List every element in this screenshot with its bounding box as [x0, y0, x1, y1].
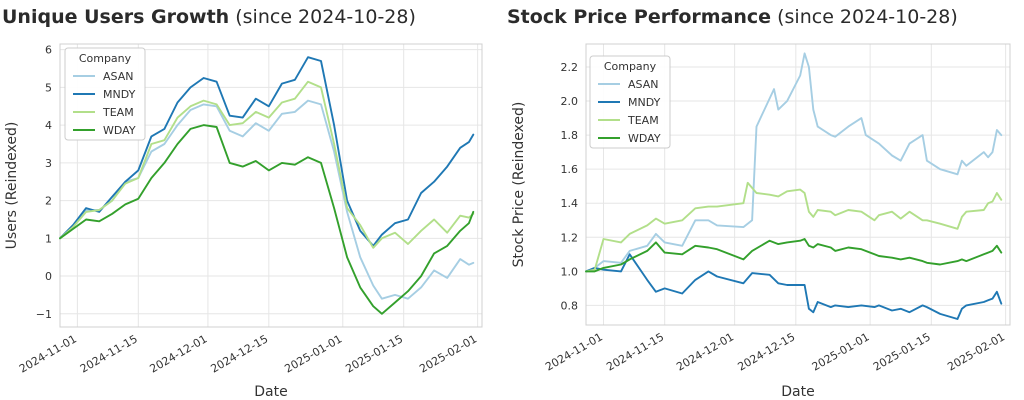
x-tick-label: 2025-01-15	[343, 332, 405, 375]
users-growth-panel: Unique Users Growth (since 2024-10-28) −…	[0, 0, 500, 400]
y-tick-label: 4	[45, 119, 52, 132]
legend-label-asan: ASAN	[628, 78, 658, 91]
y-tick-label: 2.2	[561, 61, 579, 74]
legend-box	[589, 55, 671, 149]
y-tick-label: 2.0	[561, 95, 579, 108]
legend-title: Company	[79, 52, 132, 65]
legend-label-wday: WDAY	[628, 132, 661, 145]
x-tick-label: 2024-11-01	[17, 332, 79, 375]
x-axis-label: Date	[781, 384, 814, 400]
chart-title: Stock Price Performance (since 2024-10-2…	[507, 6, 958, 28]
stock-price-panel: Stock Price Performance (since 2024-10-2…	[505, 0, 1024, 400]
series-line-wday	[585, 238, 1003, 273]
x-tick-label: 2024-12-01	[148, 332, 210, 375]
x-tick-label: 2024-11-01	[543, 330, 605, 373]
y-tick-label: 0	[45, 270, 52, 283]
y-tick-label: −1	[36, 308, 52, 321]
chart-title: Unique Users Growth (since 2024-10-28)	[2, 6, 416, 28]
x-tick-label: 2025-02-01	[417, 332, 479, 375]
legend-label-mndy: MNDY	[628, 96, 661, 109]
y-tick-label: 1.0	[561, 265, 579, 278]
y-tick-label: 1.2	[561, 231, 579, 244]
x-tick-label: 2024-11-15	[604, 330, 666, 373]
y-tick-label: 1	[45, 232, 52, 245]
y-tick-label: 3	[45, 157, 52, 170]
plot-frame	[585, 43, 1011, 326]
y-tick-label: 1.4	[561, 197, 579, 210]
chart-title-sub: (since 2024-10-28)	[235, 6, 416, 28]
y-tick-label: 6	[45, 44, 52, 57]
y-axis-label: Users (Reindexed)	[4, 122, 20, 250]
x-tick-label: 2024-12-15	[208, 332, 270, 375]
y-tick-label: 1.8	[561, 129, 579, 142]
legend-label-asan: ASAN	[103, 70, 133, 83]
series-line-team	[59, 80, 475, 249]
legend-label-team: TEAM	[627, 114, 659, 127]
series-line-team	[585, 181, 1003, 273]
chart-title-sub: (since 2024-10-28)	[777, 6, 958, 28]
legend-box	[64, 47, 146, 141]
chart-title-main: Stock Price Performance	[507, 6, 772, 28]
legend-label-mndy: MNDY	[103, 88, 136, 101]
legend: Company ASAN MNDY TEAM WDAY	[64, 47, 146, 141]
series-lines	[585, 52, 1003, 320]
x-axis-label: Date	[254, 384, 287, 400]
legend: Company ASAN MNDY TEAM WDAY	[589, 55, 671, 149]
x-tick-label: 2025-01-01	[282, 332, 344, 375]
series-lines	[59, 56, 475, 315]
x-tick-label: 2025-01-01	[810, 330, 872, 373]
legend-label-wday: WDAY	[103, 124, 136, 137]
legend-title: Company	[604, 60, 657, 73]
x-tick-label: 2024-12-15	[735, 330, 797, 373]
series-line-wday	[59, 124, 475, 315]
y-axis-label: Stock Price (Reindexed)	[511, 102, 527, 268]
x-tick-label: 2025-02-01	[945, 330, 1007, 373]
series-line-mndy	[585, 253, 1003, 320]
y-tick-label: 5	[45, 81, 52, 94]
y-tick-label: 0.8	[561, 299, 579, 312]
series-line-asan	[585, 52, 1003, 273]
x-tick-label: 2025-01-15	[871, 330, 933, 373]
plot-frame	[59, 43, 483, 328]
series-line-mndy	[59, 56, 475, 247]
x-tick-label: 2024-11-15	[78, 332, 140, 375]
y-tick-label: 2	[45, 195, 52, 208]
y-tick-label: 1.6	[561, 163, 579, 176]
legend-label-team: TEAM	[102, 106, 134, 119]
chart-title-main: Unique Users Growth	[2, 6, 230, 28]
x-tick-label: 2024-12-01	[674, 330, 736, 373]
